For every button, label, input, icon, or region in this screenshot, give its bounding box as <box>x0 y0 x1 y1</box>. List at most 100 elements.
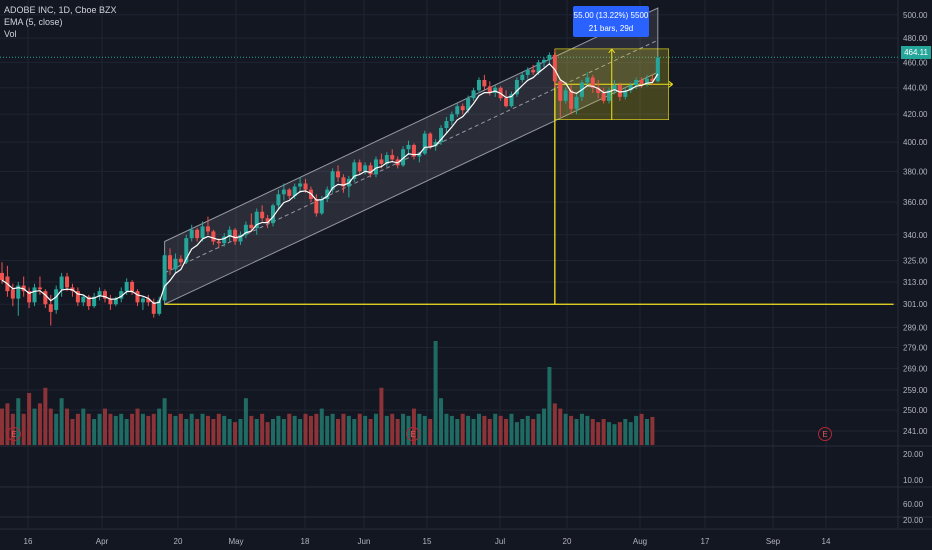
indicator-axis-label: 20.00 <box>903 516 924 525</box>
candle-body <box>211 231 216 242</box>
y-tick-label: 250.00 <box>903 406 928 415</box>
y-tick-label: 325.00 <box>903 256 928 265</box>
volume-bar <box>265 422 270 445</box>
volume-bar <box>222 415 227 445</box>
x-tick-label: 14 <box>822 537 831 546</box>
volume-bar <box>16 398 21 445</box>
measure-bar-count: 21 bars, 29d <box>588 24 634 33</box>
candle-body <box>547 54 552 60</box>
candle-body <box>449 114 454 122</box>
volume-bar <box>487 419 492 445</box>
volume-bar <box>271 419 275 445</box>
volume-bar <box>628 422 633 445</box>
volume-bar <box>352 419 357 445</box>
volume-bar <box>205 415 210 445</box>
candle-body <box>216 241 221 244</box>
volume-bar <box>281 419 286 445</box>
earnings-marker[interactable]: E <box>406 427 420 441</box>
candle-body <box>384 155 389 164</box>
candle-body <box>352 162 357 179</box>
y-tick-label: 500.00 <box>903 11 928 20</box>
candle-body <box>509 94 514 107</box>
candle-body <box>59 276 64 290</box>
candle-body <box>271 205 275 224</box>
x-tick-label: 18 <box>301 537 310 546</box>
candle-body <box>168 255 173 270</box>
candle-body <box>243 224 248 235</box>
volume-bar <box>514 422 519 445</box>
candle-body <box>585 77 590 83</box>
candle-body <box>10 289 15 299</box>
candle-body <box>233 229 238 242</box>
candle-body <box>390 155 395 160</box>
volume-bar <box>346 415 351 445</box>
volume-bar <box>292 415 297 445</box>
candle-body <box>265 218 270 224</box>
x-tick-label: Aug <box>633 537 647 546</box>
volume-bar <box>308 415 313 445</box>
volume-bar <box>319 408 324 445</box>
candle-body <box>162 255 167 301</box>
volume-bar <box>260 413 265 445</box>
volume-bar <box>650 416 655 445</box>
candle-body <box>417 153 422 157</box>
volume-bar <box>211 419 216 445</box>
volume-bar <box>254 419 259 445</box>
candle-body <box>86 296 91 307</box>
candle-body <box>612 85 617 91</box>
volume-bar <box>395 419 400 445</box>
candle-body <box>65 276 70 288</box>
x-tick-label: 15 <box>423 537 432 546</box>
volume-bar <box>596 422 601 445</box>
candle-body <box>552 54 557 82</box>
volume-bar <box>460 413 465 445</box>
volume-bar <box>493 413 498 445</box>
y-tick-label: 460.00 <box>903 58 928 67</box>
candle-body <box>292 186 297 196</box>
volume-bar <box>314 413 319 445</box>
x-tick-label: 20 <box>174 537 183 546</box>
volume-bar <box>238 419 243 445</box>
x-tick-label: Jun <box>358 537 371 546</box>
volume-bar <box>43 387 48 445</box>
volume-bar <box>433 341 438 445</box>
candle-body <box>634 79 639 86</box>
volume-bar <box>428 419 433 445</box>
volume-bar <box>70 419 75 445</box>
volume-bar <box>124 419 129 445</box>
candle-body <box>43 291 48 305</box>
candle-body <box>97 291 102 297</box>
candle-body <box>92 296 97 307</box>
volume-bar <box>482 415 487 445</box>
volume-bar <box>504 419 509 445</box>
candle-body <box>200 226 205 239</box>
candle-body <box>341 177 346 187</box>
volume-bar <box>37 403 42 445</box>
indicator-axis-label: 20.00 <box>903 450 924 459</box>
candle-body <box>48 304 53 312</box>
candle-body <box>439 127 444 143</box>
candle-body <box>37 287 42 290</box>
candle-body <box>124 281 129 292</box>
earnings-marker[interactable]: E <box>818 427 832 441</box>
candle-body <box>493 87 498 93</box>
candle-body <box>357 162 362 172</box>
y-tick-label: 269.00 <box>903 364 928 373</box>
volume-bar <box>623 419 628 445</box>
volume-bar <box>130 413 135 445</box>
candle-body <box>601 92 606 101</box>
candle-body <box>287 189 292 196</box>
candle-body <box>471 90 476 99</box>
y-tick-label: 313.00 <box>903 278 928 287</box>
y-tick-label: 241.00 <box>903 427 928 436</box>
candle-body <box>433 142 438 147</box>
candle-body <box>205 226 210 232</box>
earnings-marker[interactable]: E <box>7 427 21 441</box>
candle-body <box>623 90 628 97</box>
candle-body <box>113 298 118 305</box>
candle-body <box>75 291 80 303</box>
candle-body <box>363 165 368 172</box>
volume-bar <box>336 419 341 445</box>
volume-bar <box>379 387 384 445</box>
